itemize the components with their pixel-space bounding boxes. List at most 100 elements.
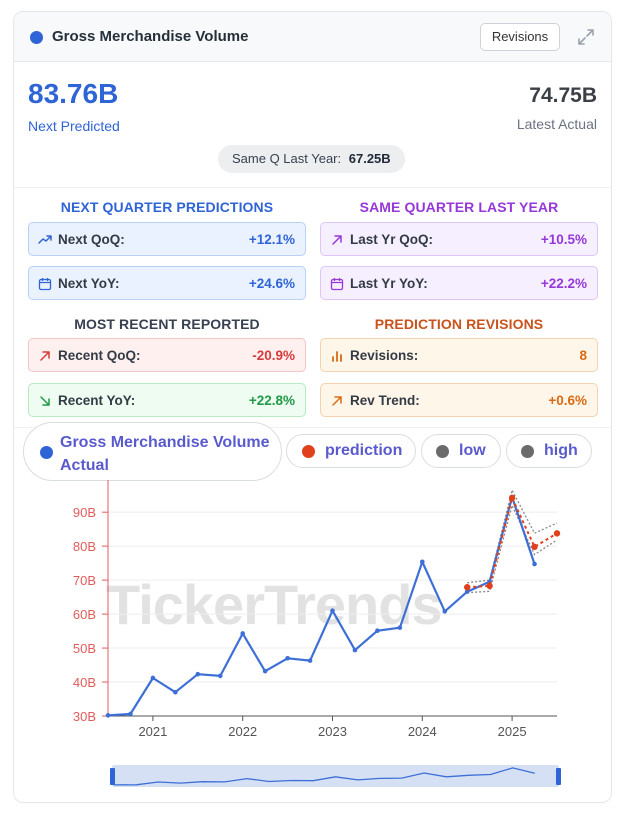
metric-value: +22.2% [540,276,587,291]
actual-point [105,713,111,718]
metric-value: +10.5% [540,232,587,247]
metric-label: Last Yr QoQ: [350,232,434,247]
actual-point [442,609,448,614]
metric-value: -20.9% [252,348,295,363]
same-quarter-badge: Same Q Last Year: 67.25B [218,145,405,173]
actual-point [195,671,201,677]
trend-up-icon [38,235,52,244]
same-quarter-title: SAME QUARTER LAST YEAR [359,199,559,215]
metric-label: Rev Trend: [350,393,420,408]
legend-dot [40,446,53,459]
revisions-button[interactable]: Revisions [480,23,560,51]
legend-label: Gross Merchandise Volume Actual [60,434,270,474]
legend-high[interactable]: high [506,434,592,468]
metric-label: Recent YoY: [58,393,136,408]
navigator-series [113,767,535,786]
legend-label: low [459,442,486,459]
navigator-window[interactable] [112,765,559,787]
prediction-point [553,530,561,537]
series-line-prediction [467,494,558,589]
line-chart[interactable]: 30B 40B 50B 60B 70B 80B 90B 2021 2022 2023 2024 202… [0,480,622,750]
last-yr-qoq-metric: Last Yr QoQ: +10.5% [320,222,598,256]
navigator-handle-left[interactable] [110,768,115,785]
rev-trend-metric: Rev Trend: +0.6% [320,383,598,417]
divider [14,427,611,428]
revisions-count-metric: Revisions: 8 [320,338,598,372]
navigator-handle-right[interactable] [556,768,561,785]
actual-point [375,628,380,634]
metric-label: Next YoY: [58,276,120,291]
y-tick-label: 90B [73,505,96,520]
x-tick-label: 2025 [498,724,527,739]
legend-dot [521,445,534,458]
prediction-revisions-title: PREDICTION REVISIONS [374,316,544,332]
metric-value: +24.6% [248,276,295,291]
same-quarter-label: Same Q Last Year: [232,151,342,166]
metric-value: 8 [579,348,587,363]
prediction-point [486,582,493,590]
x-tick-label: 2022 [228,724,257,739]
metric-card: Gross Merchandise Volume Revisions 83.76… [13,11,612,803]
actual-point [285,655,290,661]
actual-point [128,711,133,717]
arrow-up-right-icon [40,351,50,361]
y-tick-label: 60B [73,607,96,622]
range-navigator[interactable] [108,763,563,790]
actual-point [464,589,470,594]
calendar-icon [38,278,52,291]
actual-point [173,689,178,695]
last-yr-yoy-metric: Last Yr YoY: +22.2% [320,266,598,300]
actual-point [420,559,425,565]
series-line-actual [107,495,536,717]
watermark: TickerTrends [106,573,443,636]
x-tick-label: 2023 [318,724,347,739]
metric-value: +0.6% [548,393,587,408]
metric-label: Revisions: [350,348,419,363]
predicted-value: 83.76B [28,78,119,109]
actual-label: Latest Actual [516,116,597,132]
actual-point [352,647,358,653]
bar-chart-icon [332,351,342,362]
legend-dot [436,445,449,458]
metric-value: +12.1% [248,232,295,247]
y-tick-label: 30B [73,709,96,724]
y-tick-label: 80B [73,539,96,554]
actual-point [307,658,313,663]
prediction-point [508,494,516,502]
series-color-dot [30,31,43,44]
metric-value: +22.8% [248,393,295,408]
actual-point [150,675,156,681]
x-tick-label: 2021 [138,724,167,739]
actual-point [240,631,245,636]
actual-point [262,668,268,674]
arrow-up-right-icon [332,396,342,406]
next-yoy-metric: Next YoY: +24.6% [28,266,306,300]
arrow-up-right-icon [332,235,342,245]
y-tick-label: 70B [73,573,96,588]
actual-point [532,561,537,567]
legend-label: high [544,442,578,459]
next-qoq-metric: Next QoQ: +12.1% [28,222,306,256]
legend-label: prediction [325,442,403,459]
series-line-low [467,503,558,594]
x-tick-label: 2024 [408,724,437,739]
metric-label: Next QoQ: [58,232,125,247]
next-quarter-title: NEXT QUARTER PREDICTIONS [60,199,274,215]
actual-value: 74.75B [529,84,597,107]
prediction-point [531,543,538,551]
legend-actual[interactable]: Gross Merchandise Volume Actual [23,422,282,481]
actual-point [217,673,223,679]
expand-icon[interactable] [576,27,596,47]
card-header: Gross Merchandise Volume Revisions [14,12,611,62]
legend-prediction[interactable]: prediction [286,434,416,468]
arrow-down-right-icon [40,396,50,406]
legend-low[interactable]: low [421,434,501,468]
divider [14,187,611,188]
recent-yoy-metric: Recent YoY: +22.8% [28,383,306,417]
predicted-label: Next Predicted [28,118,120,134]
most-recent-title: MOST RECENT REPORTED [74,316,260,332]
prediction-point [464,584,471,591]
legend-dot [302,445,315,458]
series-line-high [467,488,558,584]
calendar-icon [330,278,344,291]
